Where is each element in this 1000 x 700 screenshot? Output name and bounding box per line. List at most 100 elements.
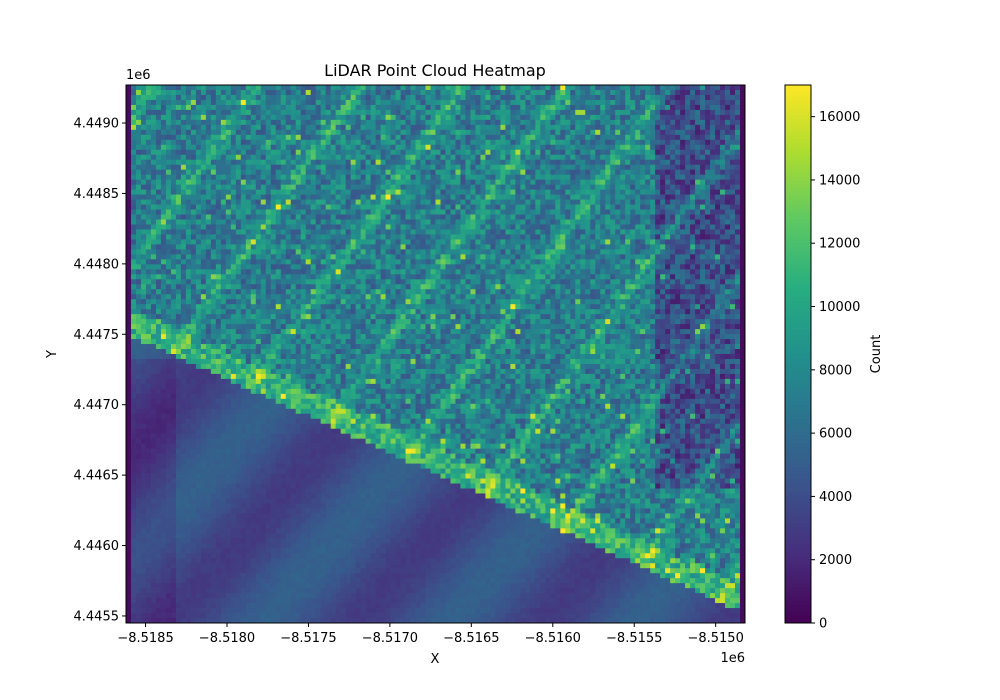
heatmap-cell (630, 134, 636, 141)
heatmap-cell (680, 194, 686, 200)
heatmap-cell (150, 179, 157, 186)
heatmap-cell (340, 194, 347, 200)
heatmap-cell (540, 249, 546, 255)
heatmap-cell (405, 194, 411, 200)
heatmap-cell (600, 94, 606, 101)
heatmap-cell (540, 164, 546, 171)
heatmap-cell (335, 229, 342, 235)
heatmap-cell (355, 169, 362, 176)
heatmap-cell (150, 264, 157, 270)
heatmap-cell (150, 284, 157, 290)
heatmap-cell (290, 269, 297, 275)
heatmap-cell (395, 139, 401, 146)
heatmap-cell (640, 214, 646, 220)
heatmap-cell (285, 264, 292, 270)
heatmap-cell (570, 149, 576, 156)
heatmap-cell (740, 199, 745, 205)
heatmap-cell (495, 244, 501, 250)
heatmap-cell (440, 169, 446, 176)
heatmap-cell (335, 154, 342, 161)
heatmap-cell (135, 189, 142, 195)
heatmap-cell (360, 104, 367, 111)
heatmap-cell (375, 209, 381, 215)
heatmap-cell (735, 114, 741, 121)
heatmap-cell (505, 229, 511, 235)
heatmap-cell (720, 144, 726, 151)
heatmap-cell (350, 124, 357, 131)
heatmap-cell (340, 229, 347, 235)
heatmap-cell (365, 149, 371, 156)
heatmap-cell (475, 209, 481, 215)
heatmap-cell (155, 214, 162, 220)
heatmap-cell (185, 239, 192, 245)
heatmap-cell (385, 94, 391, 101)
heatmap-cell (625, 279, 631, 285)
heatmap-cell (435, 274, 441, 280)
heatmap-cell (535, 109, 541, 116)
heatmap-cell (560, 179, 566, 186)
heatmap-cell (630, 139, 636, 146)
heatmap-cell (710, 149, 716, 156)
heatmap-cell (540, 169, 546, 176)
heatmap-cell (320, 89, 327, 96)
heatmap-cell (310, 219, 317, 225)
heatmap-cell (350, 134, 357, 141)
heatmap-cell (515, 279, 521, 285)
heatmap-cell (725, 219, 731, 225)
heatmap-cell (720, 239, 726, 245)
heatmap-cell (725, 189, 731, 195)
heatmap-cell (655, 159, 661, 166)
heatmap-cell (380, 85, 386, 91)
heatmap-cell (590, 119, 596, 126)
heatmap-cell (495, 99, 501, 106)
heatmap-cell (450, 134, 456, 141)
heatmap-cell (700, 179, 706, 186)
heatmap-cell (430, 259, 436, 265)
heatmap-cell (215, 234, 222, 240)
heatmap-cell (155, 89, 162, 96)
heatmap-cell (620, 164, 626, 171)
heatmap-cell (320, 219, 327, 225)
heatmap-cell (625, 204, 631, 210)
heatmap-cell (340, 134, 347, 141)
heatmap-cell (440, 184, 446, 191)
heatmap-cell (345, 239, 352, 245)
heatmap-cell (565, 229, 571, 235)
heatmap-cell (590, 234, 596, 240)
heatmap-cell (540, 85, 546, 91)
heatmap-cell (470, 279, 476, 285)
heatmap-cell (510, 244, 516, 250)
heatmap-cell (515, 149, 521, 156)
heatmap-cell (595, 104, 601, 111)
heatmap-cell (285, 249, 292, 255)
heatmap-cell (505, 259, 511, 265)
heatmap-cell (495, 154, 501, 161)
heatmap-cell (660, 249, 666, 255)
heatmap-cell (565, 129, 571, 136)
heatmap-cell (670, 174, 676, 181)
heatmap-cell (145, 154, 152, 161)
heatmap-cell (280, 254, 287, 260)
heatmap-cell (470, 174, 476, 181)
heatmap-cell (635, 204, 641, 210)
heatmap-cell (135, 179, 142, 186)
heatmap-cell (645, 159, 651, 166)
heatmap-cell (275, 219, 282, 225)
heatmap-cell (185, 169, 192, 176)
heatmap-cell (540, 264, 546, 270)
heatmap-cell (625, 89, 631, 96)
heatmap-cell (590, 209, 596, 215)
heatmap-cell (655, 184, 661, 191)
heatmap-cell (525, 204, 531, 210)
heatmap-cell (425, 224, 431, 230)
heatmap-cell (565, 119, 571, 126)
heatmap-cell (315, 244, 322, 250)
heatmap-cell (485, 204, 491, 210)
heatmap-cell (310, 164, 317, 171)
heatmap-cell (660, 85, 666, 91)
heatmap-cell (445, 154, 451, 161)
heatmap-cell (660, 89, 666, 96)
heatmap-cell (240, 134, 247, 141)
heatmap-cell (580, 194, 586, 200)
heatmap-cell (220, 234, 227, 240)
